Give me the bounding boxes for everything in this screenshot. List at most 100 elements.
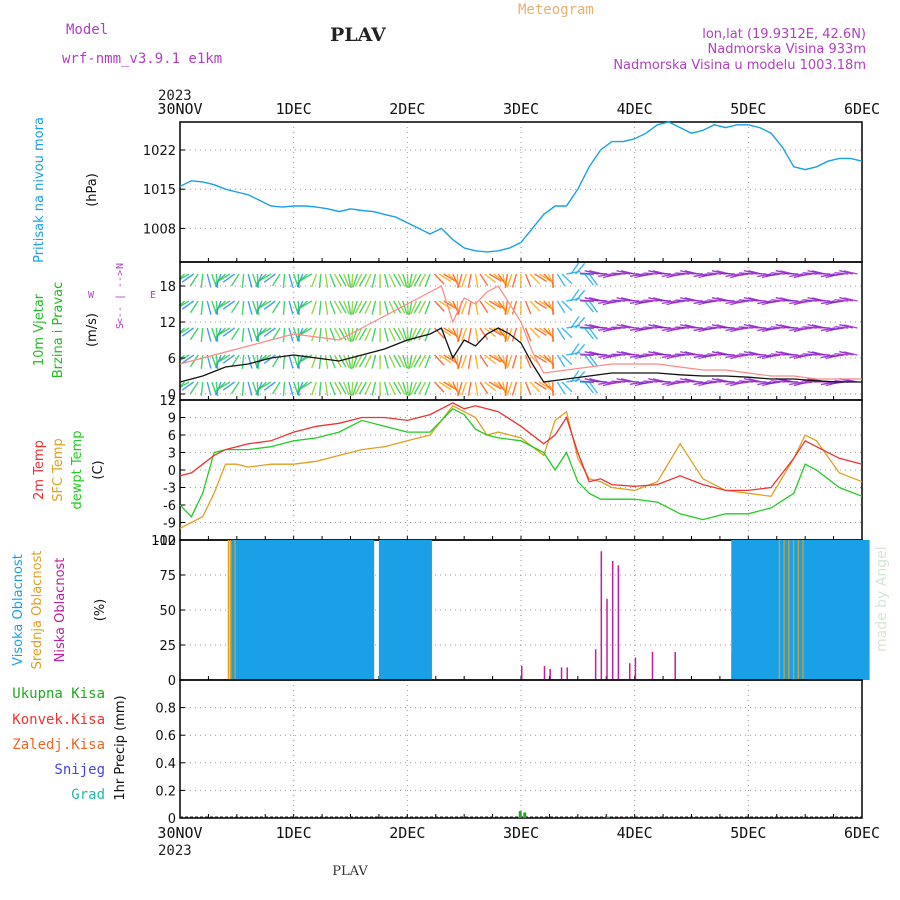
wind-arrow (408, 300, 413, 315)
wind-arrow (584, 300, 594, 313)
wind-arrow (364, 354, 372, 368)
wind-arrow (299, 381, 313, 390)
wind-arrow (211, 300, 218, 315)
wind-arrow (352, 273, 358, 288)
wind-arrow (584, 273, 594, 286)
wind-arrow (263, 273, 276, 283)
wind-arrow (479, 381, 489, 395)
wind-arrow (299, 300, 313, 309)
wind-arrow (707, 380, 722, 383)
wind-arrow (324, 354, 329, 369)
wind-arrow (770, 299, 785, 302)
legend-konvek-kisa: Konvek.Kisa (12, 712, 105, 728)
wind-arrow (318, 273, 322, 288)
wind-arrow (488, 381, 502, 390)
wind-arrow (738, 353, 753, 356)
mid-cloud-bar (797, 540, 799, 680)
wind-arrow (834, 326, 849, 329)
wind-arrow (770, 272, 785, 275)
wind-arrow (579, 353, 594, 356)
wind-arrow (338, 300, 347, 314)
pressure-ytick-label: 1015 (143, 183, 176, 198)
wind-arrow (338, 381, 347, 395)
wind-arrow (570, 370, 580, 383)
wind-arrow (529, 273, 541, 285)
wind-arrow (556, 381, 566, 395)
wind-arrow (752, 380, 767, 383)
wind-arrow (661, 354, 676, 359)
wind-arrow (296, 300, 308, 312)
wind-arrow (798, 381, 813, 385)
wind-arrow (241, 354, 245, 370)
wind-arrow (217, 327, 231, 336)
wind-arrow (324, 273, 329, 288)
temperature-ytick-label: 3 (168, 447, 176, 462)
wind-arrow (798, 354, 813, 358)
wind-arrow (293, 354, 299, 369)
wind-arrow (479, 300, 489, 314)
wind-arrow (189, 381, 199, 395)
temperature-sfc-line (179, 404, 863, 529)
wind-arrow (200, 300, 204, 315)
wind-arrow (371, 300, 377, 315)
wind-arrow (358, 381, 368, 395)
clouds-ytick-label: 0 (168, 674, 176, 689)
wind-arrow (215, 327, 219, 343)
wind-arrow (657, 353, 672, 356)
wind-arrow (230, 381, 240, 395)
wind-arrow (343, 381, 350, 396)
wind-arrow (484, 273, 497, 284)
wind-arrow (675, 326, 690, 329)
wind-arrow (725, 273, 740, 278)
wind-arrow (675, 299, 690, 302)
wind-arrow (638, 273, 653, 277)
wind-arrow (393, 327, 402, 341)
wind-arrow (839, 269, 854, 275)
wind-arrow (354, 300, 363, 314)
wind-arrow (338, 327, 347, 341)
mid-cloud-bar (227, 540, 230, 680)
wind-arrow (579, 326, 594, 329)
model-label: Model (66, 22, 108, 38)
wind-arrow (217, 300, 231, 309)
wind-arrow (843, 297, 858, 302)
wind-arrow (766, 300, 781, 304)
wind-arrow (802, 326, 817, 329)
wind-arrow (752, 299, 767, 302)
wind-arrow (434, 273, 445, 285)
wind-arrow (561, 273, 573, 285)
wind-arrow (438, 354, 452, 364)
wind-arrow (843, 324, 858, 329)
temperature-axes: -12 -9 -6 -3 0 3 6 9 12 (155, 394, 863, 549)
wind-arrow (629, 273, 644, 278)
wind-arrow (247, 381, 253, 396)
wind-arrow (180, 327, 186, 334)
wind-arrow (388, 273, 396, 287)
wind-arrow (438, 381, 452, 391)
wind-arrow (393, 300, 402, 314)
wind-arrow (829, 327, 844, 331)
low-cloud-bar (566, 667, 568, 680)
wind-arrow (584, 327, 594, 340)
wind-arrow (393, 273, 402, 287)
wind-arrow (802, 272, 817, 275)
compass-west: W (88, 290, 95, 301)
wind-arrow (418, 381, 427, 395)
wind-arrow (397, 354, 406, 368)
low-cloud-bar (651, 652, 654, 680)
top-day-label: 1DEC (276, 100, 312, 118)
wind-arrow (738, 380, 753, 383)
wind-arrow (607, 273, 622, 277)
wind-arrow (688, 299, 703, 302)
wind-arrow (607, 381, 622, 385)
wind-arrow (299, 354, 313, 363)
wind-arrow (230, 327, 240, 341)
wind-arrow (529, 327, 541, 339)
wind-arrow (181, 327, 195, 337)
wind-arrow (358, 354, 368, 368)
wind-arrow (534, 354, 547, 364)
wind-arrow (296, 273, 308, 285)
wind-arrow (354, 327, 363, 341)
low-cloud-bar (560, 667, 563, 680)
wind-arrow (675, 353, 690, 356)
